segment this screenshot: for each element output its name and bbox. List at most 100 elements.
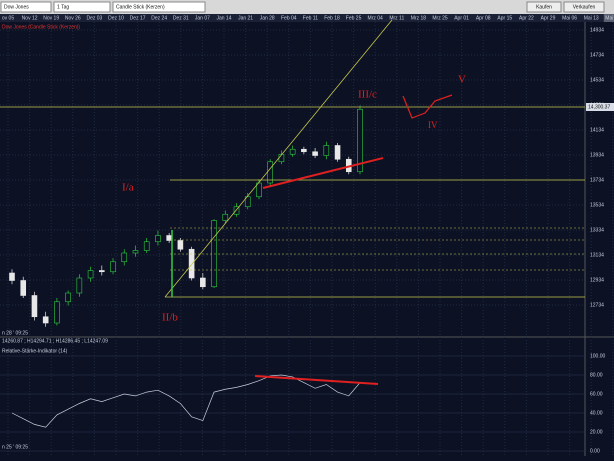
date-label: Jan 07 — [195, 15, 210, 21]
wave-sketch — [402, 94, 453, 119]
candle-body — [42, 316, 49, 324]
candle-body — [9, 272, 15, 281]
date-label: Feb 25 — [346, 15, 362, 21]
date-label: Apr 01 — [454, 15, 469, 21]
date-label: Dez 10 — [108, 15, 124, 21]
symbol: Dow Jones — [4, 4, 29, 10]
last-price: 14,300.37 — [588, 104, 610, 110]
rsi-label: 80.00 — [590, 372, 603, 378]
candle-body — [289, 148, 296, 155]
marks: ov 05 Nov 12 Nov 19 Nov 26 Dez 03 Dez 10 Dez 1… — [0, 14, 614, 456]
trend-line — [164, 19, 393, 298]
candle-body — [222, 213, 229, 221]
date-label: Nov 26 — [65, 15, 81, 21]
date-label: Feb 11 — [303, 15, 318, 21]
date-label: Dez 03 — [86, 15, 102, 21]
annotation: II/b — [162, 312, 178, 324]
date-label: Apr 22 — [519, 15, 534, 21]
price-label: 14734 — [590, 52, 604, 58]
rsi-label: 100.00 — [590, 353, 606, 359]
rsi-label: 20.00 — [590, 429, 603, 435]
annotation: IV — [428, 120, 438, 130]
price-label: 13734 — [590, 177, 604, 183]
interval-select[interactable] — [53, 1, 111, 13]
candle-body — [334, 145, 341, 160]
timestamp: n 28 ' 09:25 — [2, 330, 28, 336]
sell-button[interactable] — [563, 1, 605, 13]
candle-body — [244, 196, 251, 208]
annotation: III/c — [358, 89, 377, 101]
candle-body — [357, 108, 363, 173]
candle-body — [54, 301, 60, 324]
candle-body — [312, 151, 318, 156]
candle-body — [65, 292, 71, 303]
price-label: 12934 — [590, 277, 604, 283]
date-highlight — [603, 14, 614, 22]
date-label: Apr 15 — [497, 15, 512, 21]
symbol-input[interactable] — [0, 1, 52, 13]
annotations: I/a II/b III/c V IV — [122, 74, 466, 324]
candle-body — [99, 270, 105, 273]
drawings — [0, 19, 585, 385]
candle-body — [87, 270, 94, 279]
candle-body — [132, 250, 139, 254]
rsi-label: 60.00 — [590, 391, 603, 397]
candle-body — [76, 277, 83, 294]
date-label: Dez 24 — [151, 15, 167, 21]
price-label: 14534 — [590, 77, 604, 83]
candle-body — [267, 161, 273, 184]
date-label: Jan 21 — [238, 15, 253, 21]
date-label: Dez 17 — [130, 15, 146, 21]
candle-body — [31, 295, 38, 318]
candle-body — [188, 248, 195, 279]
price-label: 13134 — [590, 252, 604, 258]
sell-label: Verkaufen — [573, 4, 596, 10]
rsi-label: 40.00 — [590, 410, 603, 416]
candle-body — [200, 277, 206, 288]
date-label: Mrz 11 — [389, 15, 404, 21]
price-label: 14134 — [590, 127, 604, 133]
red-trend — [262, 157, 384, 189]
candle-body — [323, 145, 330, 156]
last-price-box — [586, 103, 614, 111]
date-label: Mrz 25 — [432, 15, 448, 21]
chart-style: Candle Stick (Kerzen) — [116, 4, 165, 10]
ohlc-info: 14260.87 ; H14294.71 ; H14286.45 ; L1424… — [2, 338, 108, 344]
annotation: I/a — [122, 182, 134, 194]
candle-body — [177, 240, 184, 250]
date-label: Apr 29 — [541, 15, 556, 21]
date-label: Jan 28 — [260, 15, 275, 21]
date-label: Nov 19 — [43, 15, 59, 21]
date-label: Mrz 18 — [411, 15, 427, 21]
date-label: Mai 13 — [584, 15, 599, 21]
annotation: V — [458, 74, 466, 86]
interval: 1 Tag — [57, 4, 69, 10]
date-label: Apr 08 — [476, 15, 491, 21]
date-label: Nov 12 — [22, 15, 38, 21]
candle-body — [256, 182, 262, 198]
rsi-divergence — [254, 375, 379, 385]
candle-body — [155, 235, 161, 243]
candle-body — [233, 206, 240, 215]
candle-body — [211, 220, 217, 288]
price-label: 12734 — [590, 302, 604, 308]
price-label: 13334 — [590, 227, 604, 233]
buy-button[interactable] — [526, 1, 562, 13]
candle-body — [121, 252, 128, 263]
date-label: Mrz 04 — [368, 15, 384, 21]
date-label: ov 05 — [2, 15, 14, 21]
price-label: 13534 — [590, 202, 604, 208]
rsi-title: Relative-Stärke-Indikator (14) — [2, 348, 68, 354]
candle-body — [20, 280, 27, 296]
candle-body — [110, 261, 116, 273]
date-label: Jan 14 — [216, 15, 231, 21]
rsi-line — [11, 374, 361, 428]
date-label: Feb 18 — [324, 15, 340, 21]
chart-title: Dow Jones (Candle Stick (Kerzen)) — [2, 24, 80, 30]
style-select[interactable] — [112, 1, 206, 13]
date-label: Dez 31 — [173, 15, 189, 21]
candle-body — [301, 148, 307, 153]
date-label: Feb 04 — [281, 15, 297, 21]
